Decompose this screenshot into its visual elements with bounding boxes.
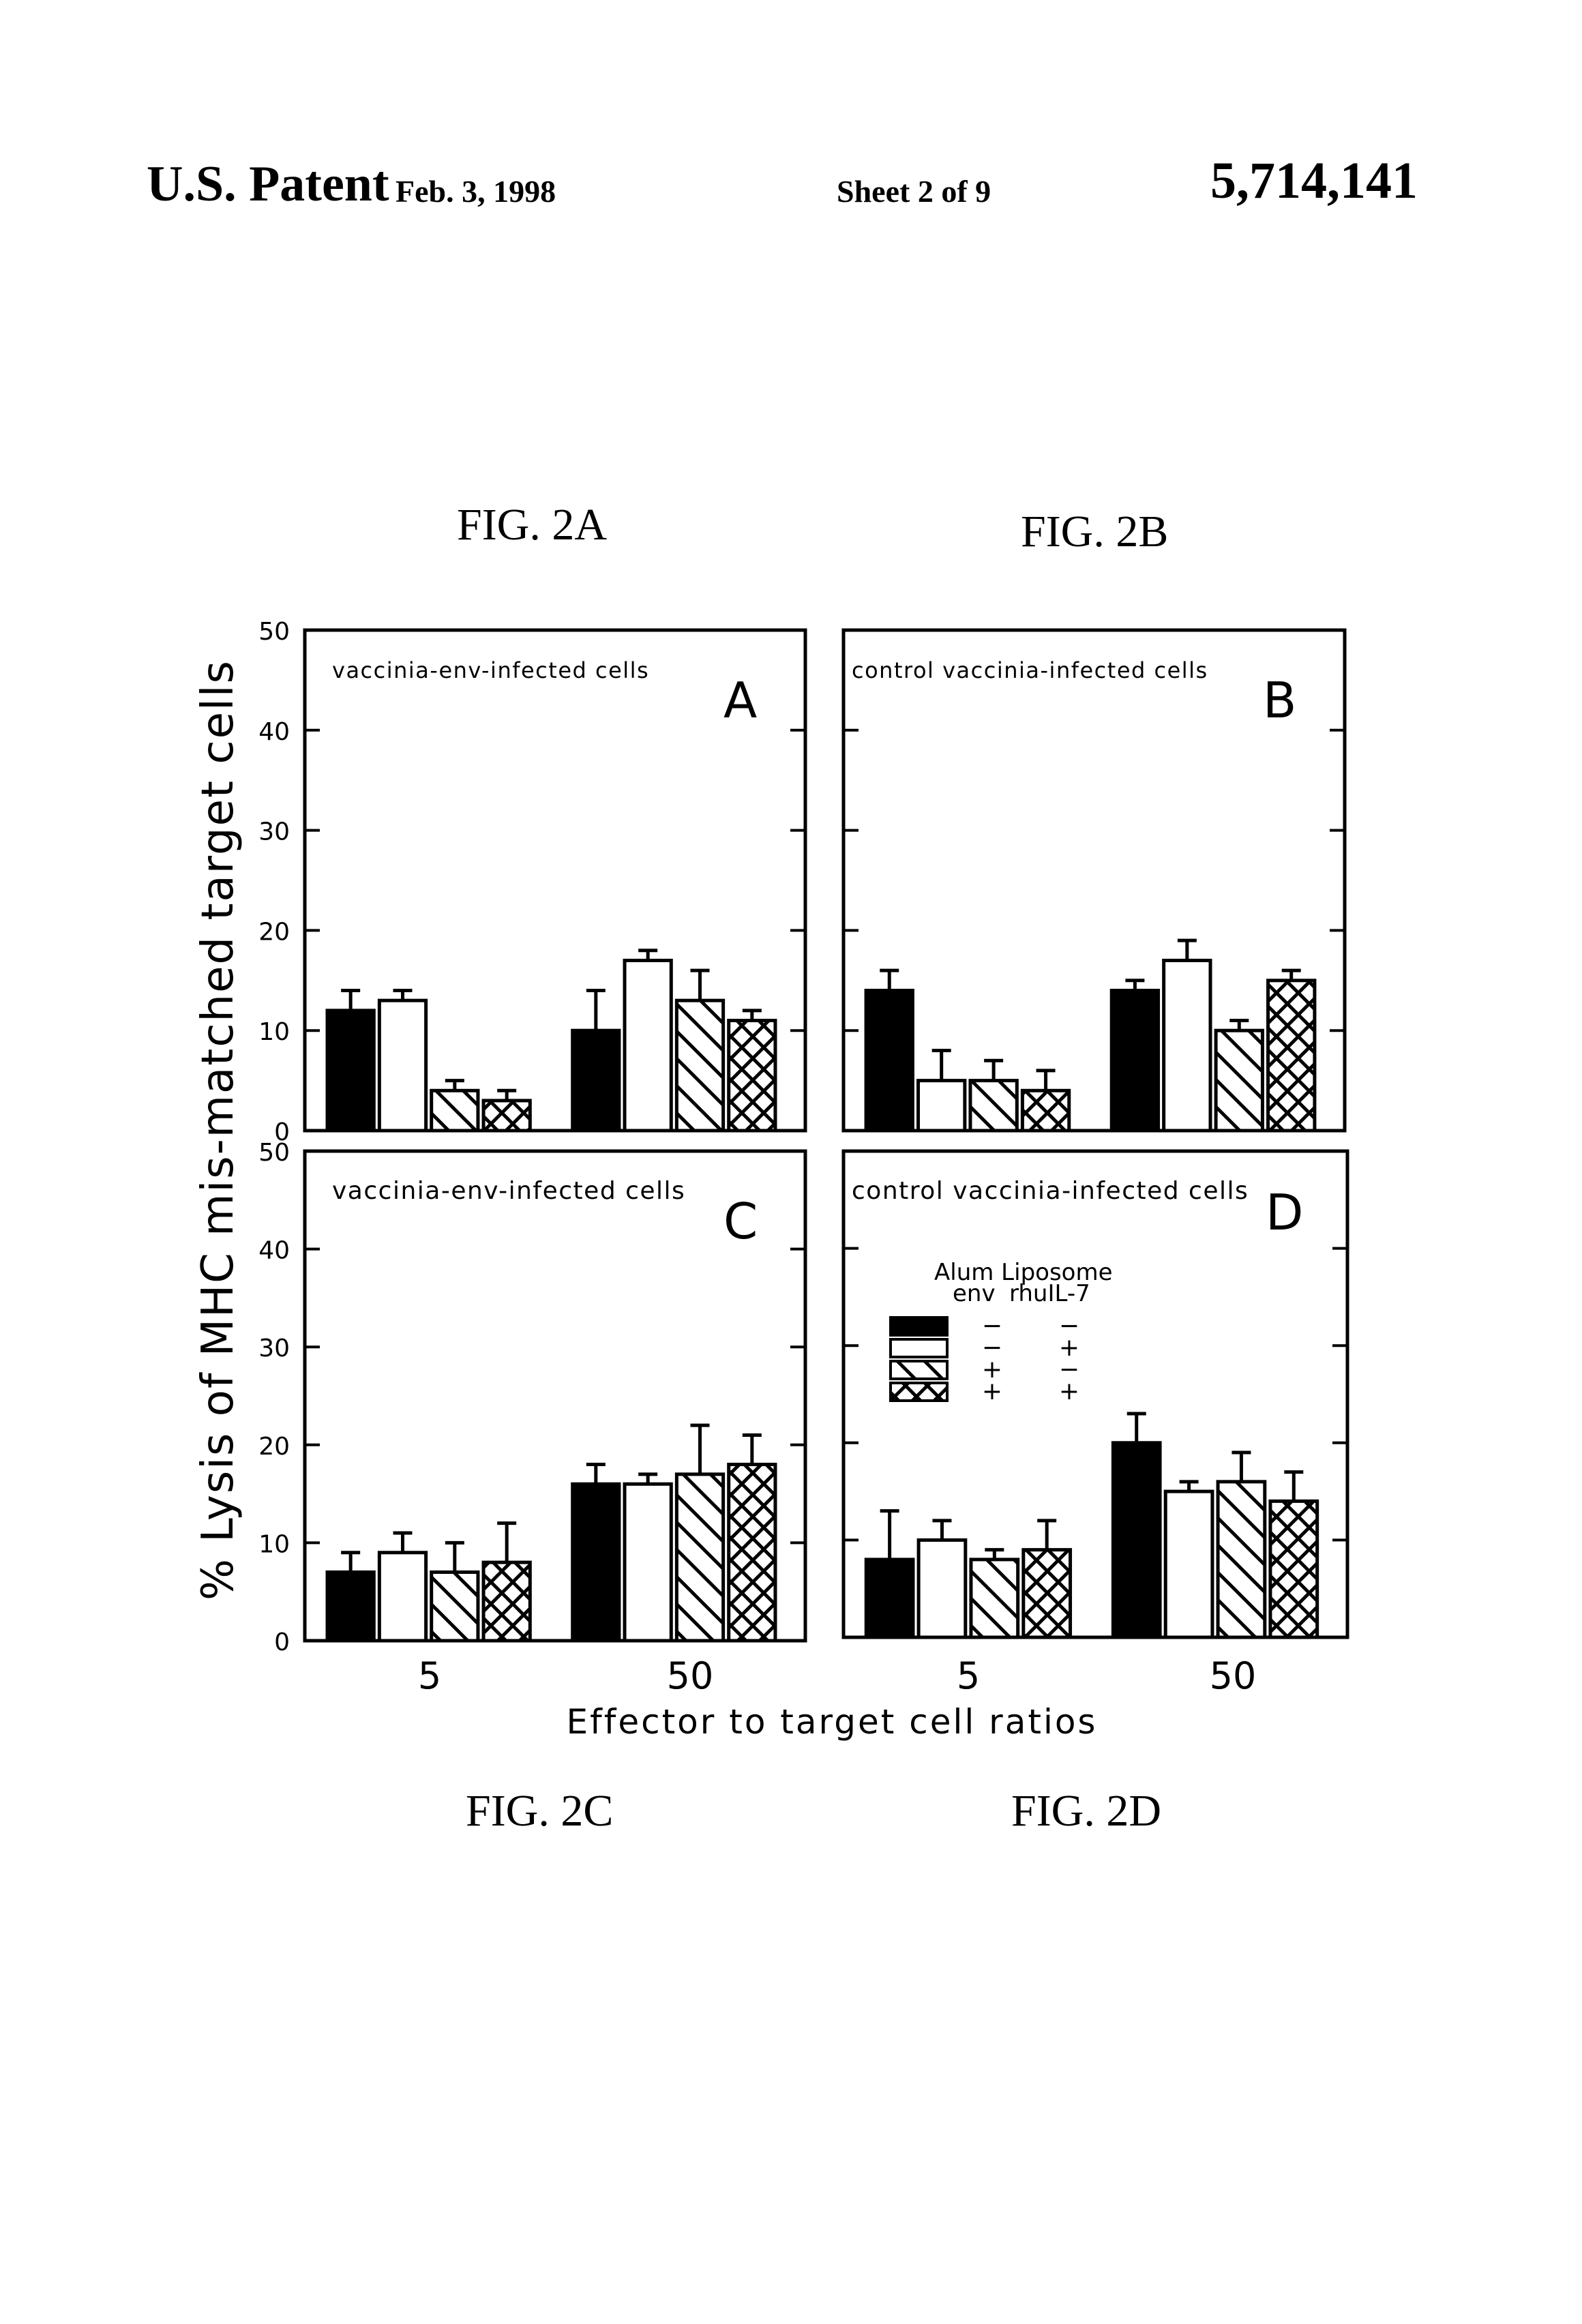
x-tick-label: 50 [667, 1654, 714, 1697]
y-tick-label: 10 [258, 1018, 290, 1046]
bar-diagonal-hatch [432, 1572, 478, 1641]
bar-diagonal-hatch [676, 1474, 723, 1641]
legend-swatch-open-white [891, 1339, 947, 1357]
legend: Alum LiposomeenvrhuIL-7−−−++−++ [891, 1259, 1113, 1405]
y-axis-title: % Lysis of MHC mis-matched target cells [193, 584, 243, 1675]
x-axis-title: Effector to target cell ratios [546, 1702, 1118, 1742]
bar-solid-black [1111, 990, 1158, 1131]
y-tick-label: 40 [258, 1237, 290, 1265]
panel-subtitle: control vaccinia-infected cells [852, 657, 1208, 683]
bar-open-white [919, 1540, 966, 1637]
y-tick-label: 20 [258, 1433, 290, 1461]
panel-letter: A [723, 672, 757, 729]
bar-cross-hatch [729, 1465, 775, 1641]
bar-diagonal-hatch [1216, 1030, 1262, 1131]
panel-b: control vaccinia-infected cells B [844, 630, 1345, 1131]
x-tick-label: 5 [957, 1654, 980, 1697]
y-tick-label: 40 [258, 718, 290, 746]
bar-diagonal-hatch [970, 1081, 1017, 1131]
bar-open-white [1164, 960, 1210, 1131]
bar-open-white [625, 1484, 671, 1641]
y-tick-label: 10 [258, 1530, 290, 1558]
legend-il7-sign: + [1059, 1377, 1079, 1405]
panel-subtitle: vaccinia-env-infected cells [332, 657, 649, 683]
y-tick-label: 30 [258, 818, 290, 846]
bar-solid-black [573, 1484, 619, 1641]
bar-solid-black [327, 1011, 374, 1131]
bar-diagonal-hatch [1218, 1482, 1265, 1637]
y-tick-label: 0 [274, 1628, 290, 1656]
legend-swatch-solid-black [891, 1317, 947, 1335]
legend-env-sign: + [982, 1377, 1002, 1405]
bar-solid-black [573, 1030, 619, 1131]
y-tick-label: 50 [258, 1139, 290, 1167]
y-tick-label: 20 [258, 918, 290, 946]
bar-diagonal-hatch [432, 1090, 478, 1131]
bar-diagonal-hatch [676, 1000, 723, 1131]
bar-open-white [919, 1081, 965, 1131]
x-tick-label: 50 [1210, 1654, 1257, 1697]
legend-header-env: env [953, 1280, 996, 1307]
bar-cross-hatch [1270, 1501, 1317, 1637]
panel-letter: C [723, 1193, 758, 1250]
legend-header-il7: rhuIL-7 [1009, 1280, 1090, 1307]
y-tick-label: 50 [258, 618, 290, 646]
legend-swatch-cross-hatch [891, 1383, 947, 1401]
bar-cross-hatch [1268, 981, 1315, 1131]
bar-open-white [379, 1553, 426, 1641]
bar-cross-hatch [729, 1021, 775, 1131]
bar-cross-hatch [1022, 1090, 1069, 1131]
bar-cross-hatch [483, 1562, 530, 1641]
panel-letter: B [1263, 672, 1296, 729]
bar-solid-black [1113, 1443, 1160, 1637]
bar-open-white [379, 1000, 426, 1131]
y-tick-label: 30 [258, 1335, 290, 1362]
legend-swatch-diagonal-hatch [891, 1361, 947, 1379]
x-tick-label: 5 [418, 1654, 441, 1697]
panel-c: vaccinia-env-infected cells C [305, 1151, 805, 1641]
panel-subtitle: control vaccinia-infected cells [852, 1177, 1249, 1205]
bar-cross-hatch [483, 1101, 530, 1131]
bar-open-white [625, 960, 671, 1131]
bar-solid-black [866, 1560, 913, 1637]
bar-solid-black [866, 990, 912, 1131]
bar-diagonal-hatch [971, 1560, 1018, 1637]
panel-letter: D [1266, 1184, 1303, 1241]
panel-subtitle: vaccinia-env-infected cells [332, 1177, 685, 1205]
bar-open-white [1165, 1491, 1212, 1637]
bar-solid-black [327, 1572, 374, 1641]
bar-cross-hatch [1024, 1550, 1071, 1637]
panel-a: vaccinia-env-infected cells A [305, 630, 805, 1131]
